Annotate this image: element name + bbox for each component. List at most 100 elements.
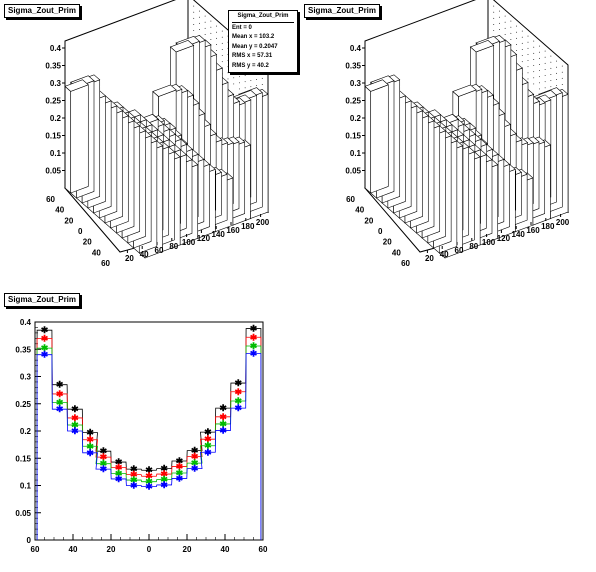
data-marker: ✱ xyxy=(250,332,258,342)
z-tick-label: 0.4 xyxy=(50,44,62,53)
y-tick-label: 0 xyxy=(78,227,83,236)
data-marker: ✱ xyxy=(176,473,184,483)
grid-dot xyxy=(544,75,546,77)
stats-box: Sigma_Zout_Prim Ent = 0 Mean x = 103.2 M… xyxy=(228,10,298,73)
x-tick-label: 40 xyxy=(69,545,78,554)
data-marker: ✱ xyxy=(160,480,168,490)
histogram-series-3 xyxy=(36,353,262,540)
grid-dot xyxy=(533,65,535,67)
x-tick-label: 200 xyxy=(556,218,570,227)
grid-dot xyxy=(544,62,546,64)
grid-dot xyxy=(193,5,195,7)
y-tick-label: 60 xyxy=(46,195,55,204)
grid-dot xyxy=(527,66,529,68)
grid-dot xyxy=(556,60,558,62)
data-marker: ✱ xyxy=(115,457,123,467)
z-tick-label: 0.2 xyxy=(350,114,362,123)
data-marker: ✱ xyxy=(219,419,227,429)
data-marker: ✱ xyxy=(56,389,64,399)
z-tick-label: 0.25 xyxy=(345,97,361,106)
grid-dot xyxy=(538,51,540,53)
lego-bar-top xyxy=(152,84,177,97)
y-tick-label: 0.1 xyxy=(20,482,32,491)
data-marker: ✱ xyxy=(250,324,258,334)
data-marker: ✱ xyxy=(41,343,49,353)
x-tick-label: 40 xyxy=(221,545,230,554)
grid-dot xyxy=(510,38,512,40)
x-tick-label: 20 xyxy=(183,545,192,554)
data-marker: ✱ xyxy=(56,404,64,414)
grid-dot xyxy=(538,82,540,84)
data-marker: ✱ xyxy=(100,459,108,469)
grid-dot xyxy=(521,55,523,57)
data-marker: ✱ xyxy=(41,333,49,343)
grid-dot xyxy=(210,32,212,34)
stats-mean-x: Mean x = 103.2 xyxy=(232,34,275,40)
grid-dot xyxy=(244,87,246,89)
stats-mean-y: Mean y = 0.2047 xyxy=(232,43,278,50)
data-marker: ✱ xyxy=(145,477,153,487)
data-marker: ✱ xyxy=(130,475,138,485)
data-marker: ✱ xyxy=(71,413,79,423)
x-tick-label: 40 xyxy=(140,250,149,259)
grid-dot xyxy=(198,28,200,30)
x-tick-label: 180 xyxy=(541,222,555,231)
y-tick-label: 40 xyxy=(92,248,101,257)
grid-dot xyxy=(221,48,223,50)
lego-bar-top xyxy=(364,79,389,92)
grid-dot xyxy=(498,28,500,30)
data-marker: ✱ xyxy=(86,428,94,438)
data-marker: ✱ xyxy=(100,464,108,474)
grid-dot xyxy=(527,78,529,80)
grid-dot xyxy=(210,26,212,28)
histogram-series-1 xyxy=(36,336,262,540)
grid-dot xyxy=(233,77,235,79)
x-tick-label: 160 xyxy=(526,226,540,235)
grid-dot xyxy=(493,5,495,7)
data-marker: ✱ xyxy=(204,434,212,444)
grid-dot xyxy=(204,33,206,35)
y-tick-label: 0.4 xyxy=(20,318,32,327)
y-tick-label: 20 xyxy=(383,238,392,247)
grid-dot xyxy=(521,42,523,44)
grid-dot xyxy=(561,71,563,73)
y-tick-label: 20 xyxy=(64,216,73,225)
grid-dot xyxy=(561,77,563,79)
grid-dot xyxy=(238,76,240,78)
grid-dot xyxy=(516,25,518,27)
grid-dot xyxy=(227,78,229,80)
x-tick-label: 100 xyxy=(182,238,196,247)
y-tick-label: 60 xyxy=(346,195,355,204)
data-marker: ✱ xyxy=(250,349,258,359)
z-tick-label: 0.35 xyxy=(345,62,361,71)
grid-dot xyxy=(221,36,223,38)
grid-dot xyxy=(504,15,506,17)
x-tick-label: 20 xyxy=(107,545,116,554)
panel-title-bottom: Sigma_Zout_Prim xyxy=(4,293,81,307)
grid-dot xyxy=(538,88,540,90)
data-marker: ✱ xyxy=(176,468,184,478)
grid-dot xyxy=(550,67,552,69)
grid-dot xyxy=(556,72,558,74)
histogram-plot: 0 0.05 0.1 0.15 0.2 0.25 0.3 0.35 0.4 60 40 20 0 20 40… xyxy=(15,318,268,554)
data-marker: ✱ xyxy=(71,420,79,430)
x-tick-label: 60 xyxy=(155,246,164,255)
z-tick-label: 0.1 xyxy=(350,149,362,158)
x-tick-label: 0 xyxy=(147,545,152,554)
data-marker: ✱ xyxy=(160,475,168,485)
grid-dot xyxy=(193,23,195,25)
grid-dot xyxy=(256,85,258,87)
x-tick-label: 200 xyxy=(256,218,270,227)
grid-dot xyxy=(550,73,552,75)
x-tick-label: 20 xyxy=(125,254,134,263)
grid-dot xyxy=(516,31,518,33)
data-marker: ✱ xyxy=(86,435,94,445)
grid-dot xyxy=(521,30,523,32)
data-marker: ✱ xyxy=(176,461,184,471)
grid-dot xyxy=(510,26,512,28)
grid-dot xyxy=(527,47,529,49)
y-tick-label: 0 xyxy=(378,227,383,236)
grid-dot xyxy=(250,73,252,75)
y-tick-label: 0.05 xyxy=(15,509,31,518)
